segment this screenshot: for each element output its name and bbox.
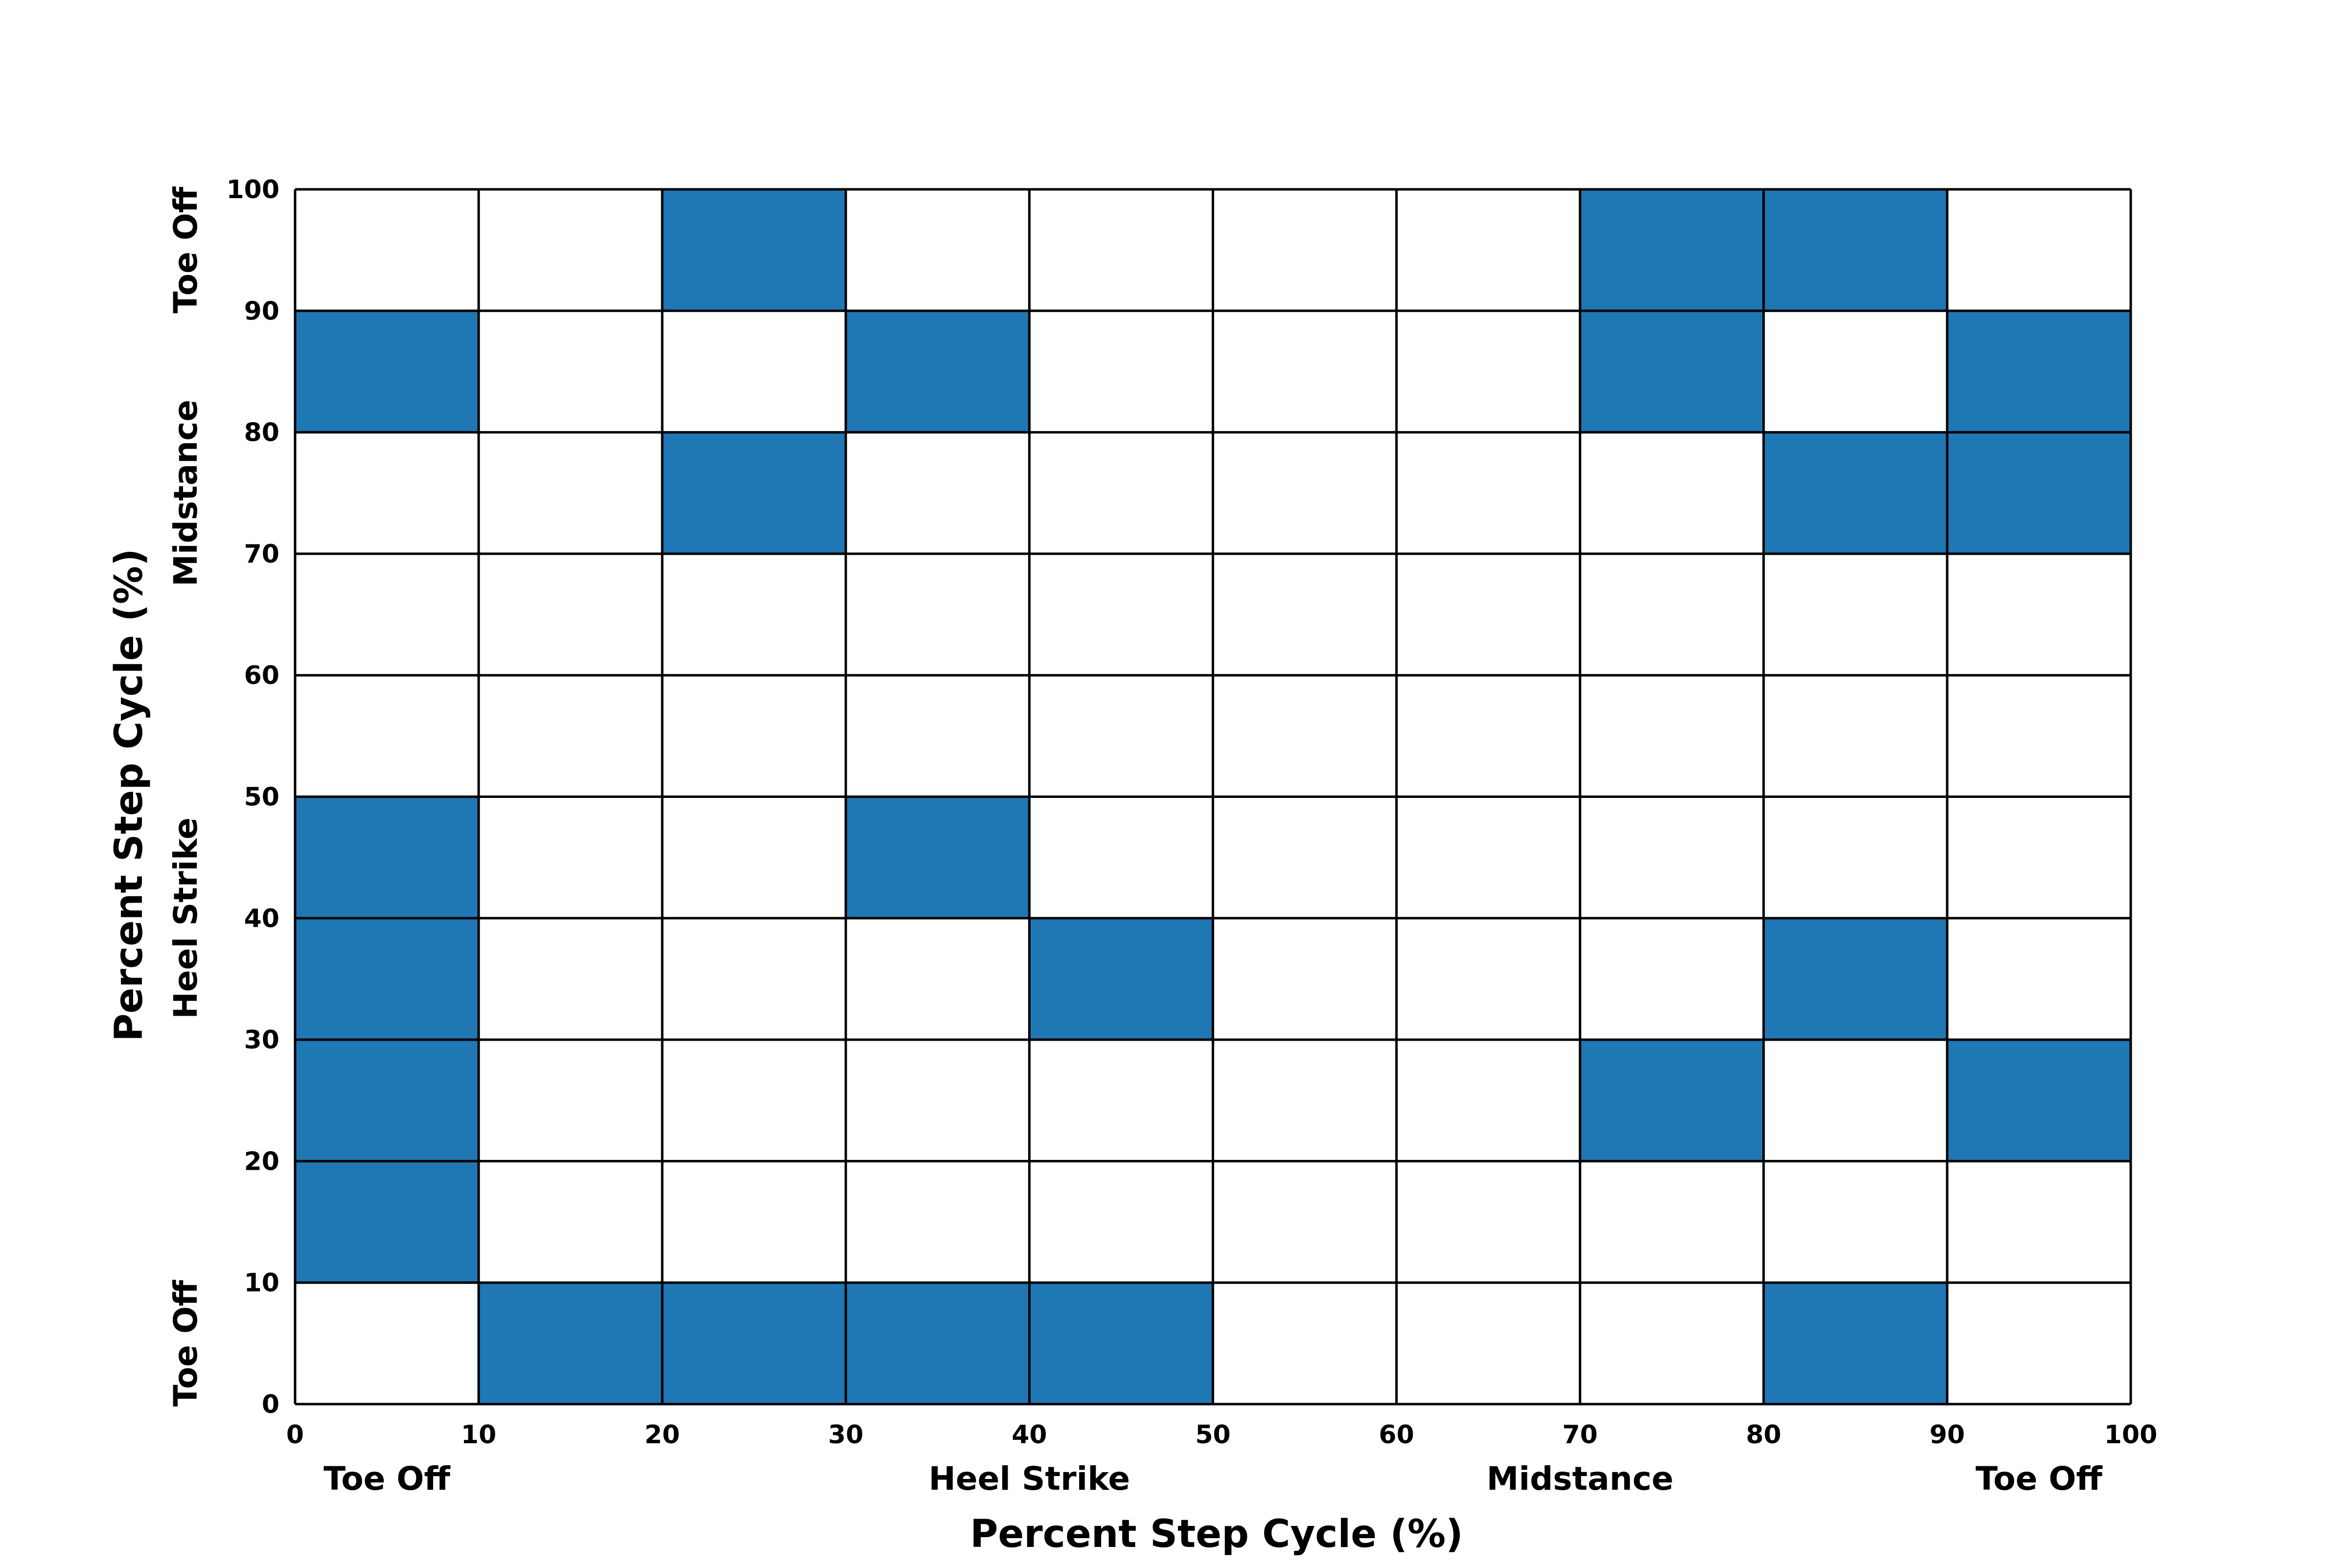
y-tick-label: 60: [244, 661, 279, 690]
filled-cell: [1763, 432, 1947, 554]
cells-layer: [295, 189, 2131, 1404]
x-tick-label: 40: [1012, 1420, 1047, 1450]
x-tick-label: 0: [286, 1420, 304, 1450]
filled-cell: [1947, 432, 2131, 554]
filled-cell: [662, 1282, 846, 1404]
x-tick-label: 20: [645, 1420, 680, 1450]
y-tick-label: 80: [244, 418, 279, 448]
filled-cell: [1763, 189, 1947, 311]
y-tick-label: 0: [262, 1390, 279, 1419]
x-tick-label: 70: [1563, 1420, 1598, 1450]
filled-cell: [1029, 918, 1213, 1040]
y-axis-title: Percent Step Cycle (%): [107, 548, 151, 1042]
filled-cell: [662, 189, 846, 311]
x-tick-labels: 0 10 20 30 40 50 60 70 80 90 100: [286, 1420, 2157, 1450]
y-tick-label: 50: [244, 783, 279, 812]
y-tick-label: 10: [244, 1269, 279, 1298]
x-phase-label: Midstance: [1487, 1460, 1674, 1498]
x-tick-label: 100: [2104, 1420, 2158, 1450]
filled-cell: [1947, 1040, 2131, 1161]
x-tick-label: 90: [1930, 1420, 1965, 1450]
y-tick-label: 40: [244, 904, 279, 933]
x-phase-labels: Toe Off Heel Strike Midstance Toe Off: [323, 1460, 2103, 1498]
filled-cell: [1029, 1282, 1213, 1404]
filled-cell: [295, 1161, 479, 1283]
y-tick-labels: 0 10 20 30 40 50 60 70 80 90 100: [226, 175, 279, 1419]
filled-cell: [1763, 1282, 1947, 1404]
y-tick-label: 70: [244, 540, 279, 569]
filled-cell: [1580, 189, 1764, 311]
y-tick-label: 20: [244, 1147, 279, 1176]
filled-cell: [295, 796, 479, 918]
y-phase-label: Toe Off: [167, 1279, 205, 1407]
y-phase-label: Toe Off: [167, 186, 205, 313]
y-tick-label: 90: [244, 296, 279, 326]
filled-cell: [1580, 1040, 1764, 1161]
filled-cell: [1763, 918, 1947, 1040]
filled-cell: [846, 796, 1030, 918]
y-phase-label: Midstance: [167, 400, 205, 587]
x-tick-label: 10: [461, 1420, 496, 1450]
x-tick-label: 30: [828, 1420, 863, 1450]
filled-cell: [1947, 311, 2131, 432]
filled-cell: [479, 1282, 663, 1404]
x-phase-label: Toe Off: [323, 1460, 451, 1498]
x-axis-title: Percent Step Cycle (%): [970, 1512, 1463, 1556]
x-phase-label: Toe Off: [1976, 1460, 2103, 1498]
y-tick-label: 30: [244, 1025, 279, 1055]
filled-cell: [295, 311, 479, 432]
x-tick-label: 50: [1195, 1420, 1230, 1450]
x-tick-label: 80: [1746, 1420, 1781, 1450]
x-phase-label: Heel Strike: [929, 1460, 1130, 1498]
grid-layer: [294, 188, 2132, 1406]
y-phase-label: Heel Strike: [167, 818, 205, 1019]
filled-cell: [295, 918, 479, 1040]
filled-cell: [846, 311, 1030, 432]
filled-cell: [295, 1040, 479, 1161]
filled-cell: [1580, 311, 1764, 432]
y-tick-label: 100: [226, 175, 279, 205]
y-phase-labels: Toe Off Heel Strike Midstance Toe Off: [167, 186, 205, 1407]
filled-cell: [846, 1282, 1030, 1404]
filled-cell: [662, 432, 846, 554]
x-tick-label: 60: [1379, 1420, 1414, 1450]
